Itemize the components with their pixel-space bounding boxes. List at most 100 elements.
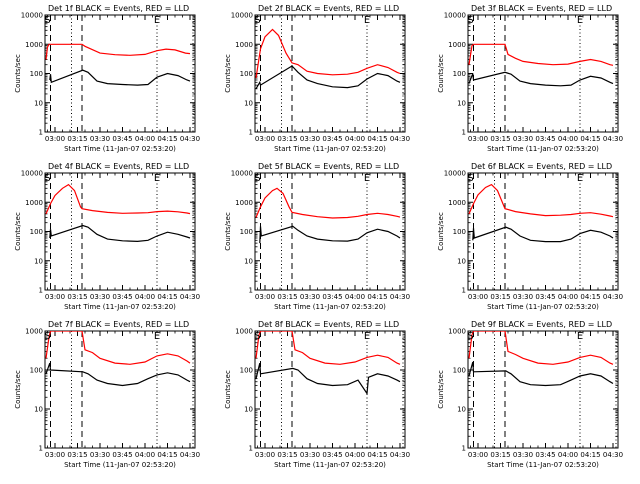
x-tick-label: 04:15: [367, 451, 387, 459]
y-tick-label: 1: [39, 129, 43, 137]
y-tick-label: 100: [240, 367, 253, 375]
x-tick-label: 03:45: [535, 451, 555, 459]
y-tick-label: 10000: [444, 12, 466, 20]
y-tick-label: 10: [34, 99, 43, 107]
x-tick-label: 04:15: [157, 293, 177, 301]
marker-end-label: E: [577, 15, 583, 26]
x-tick-label: 04:00: [135, 135, 155, 143]
detector-panel-8: Det 8f BLACK = Events, RED = LLD 1 10 100 10…: [224, 320, 410, 469]
y-tick-label: 1000: [235, 199, 253, 207]
y-tick-label: 1000: [25, 199, 43, 207]
series-lld-line: [255, 28, 401, 79]
x-tick-label: 03:15: [277, 451, 297, 459]
series-events-line: [255, 362, 401, 396]
series-events-line: [49, 69, 191, 86]
marker-end-label: E: [364, 331, 370, 342]
marker-end-label: E: [364, 15, 370, 26]
x-tick-label: 04:30: [180, 135, 200, 143]
x-tick-label: 03:45: [322, 135, 342, 143]
x-tick-label: 03:45: [535, 293, 555, 301]
x-axis-label: Start Time (11-Jan-07 02:53:20): [274, 461, 386, 469]
x-tick-label: 03:15: [277, 135, 297, 143]
x-tick-label: 03:00: [45, 293, 65, 301]
x-tick-label: 03:15: [490, 451, 510, 459]
y-axis-label: Counts/sec: [437, 370, 445, 409]
marker-end-label: E: [364, 173, 370, 184]
x-tick-label: 04:30: [603, 451, 623, 459]
x-tick-label: 04:00: [135, 451, 155, 459]
y-tick-label: 1: [249, 129, 253, 137]
x-tick-label: 03:45: [112, 451, 132, 459]
x-tick-label: 03:30: [90, 451, 110, 459]
y-tick-label: 100: [453, 70, 466, 78]
x-tick-label: 04:30: [390, 293, 410, 301]
x-tick-label: 04:00: [558, 293, 578, 301]
x-tick-label: 03:30: [300, 293, 320, 301]
y-tick-label: 10: [34, 257, 43, 265]
x-tick-label: 04:30: [390, 135, 410, 143]
series-lld-line: [45, 183, 191, 215]
panel-title: Det 8f BLACK = Events, RED = LLD: [258, 320, 399, 329]
y-axis-label: Counts/sec: [224, 370, 232, 409]
y-axis-label: Counts/sec: [437, 212, 445, 251]
y-tick-label: 1000: [448, 199, 466, 207]
x-tick-label: 03:30: [513, 135, 533, 143]
y-tick-label: 1: [39, 445, 43, 453]
y-tick-label: 1: [39, 287, 43, 295]
x-tick-label: 04:15: [580, 135, 600, 143]
x-tick-label: 03:00: [255, 293, 275, 301]
y-tick-label: 100: [240, 228, 253, 236]
detector-panel-6: Det 6f BLACK = Events, RED = LLD 1 10 100 10…: [437, 162, 623, 311]
x-tick-label: 03:00: [468, 135, 488, 143]
series-events-line: [468, 361, 614, 387]
panel-title: Det 5f BLACK = Events, RED = LLD: [258, 162, 399, 171]
y-tick-label: 100: [240, 70, 253, 78]
x-tick-label: 04:30: [603, 293, 623, 301]
series-events-line: [472, 226, 614, 243]
detector-panel-9: Det 9f BLACK = Events, RED = LLD 1 10 100 10…: [437, 320, 623, 469]
series-lld-line: [468, 43, 614, 66]
x-tick-label: 04:00: [345, 451, 365, 459]
panel-title: Det 9f BLACK = Events, RED = LLD: [471, 320, 612, 329]
x-tick-label: 04:00: [345, 135, 365, 143]
y-tick-label: 100: [30, 70, 43, 78]
y-tick-label: 1: [462, 445, 466, 453]
marker-end-label: E: [577, 173, 583, 184]
x-axis-label: Start Time (11-Jan-07 02:53:20): [64, 145, 176, 153]
marker-start-label: S: [467, 15, 473, 26]
series-lld-line: [45, 43, 191, 60]
x-tick-label: 03:15: [67, 293, 87, 301]
x-tick-label: 03:15: [277, 293, 297, 301]
x-tick-label: 03:00: [255, 135, 275, 143]
panel-title: Det 4f BLACK = Events, RED = LLD: [48, 162, 189, 171]
x-tick-label: 03:15: [67, 135, 87, 143]
x-axis-label: Start Time (11-Jan-07 02:53:20): [487, 145, 599, 153]
x-tick-label: 03:30: [300, 135, 320, 143]
x-tick-label: 04:15: [580, 293, 600, 301]
x-tick-label: 03:00: [45, 135, 65, 143]
y-axis-label: Counts/sec: [437, 54, 445, 93]
x-tick-label: 04:30: [180, 293, 200, 301]
x-tick-label: 03:45: [535, 135, 555, 143]
marker-start-label: S: [254, 173, 260, 184]
series-events-line: [255, 65, 401, 90]
x-tick-label: 04:15: [580, 451, 600, 459]
y-tick-label: 10000: [231, 170, 253, 178]
y-axis-label: Counts/sec: [224, 54, 232, 93]
x-tick-label: 04:30: [603, 135, 623, 143]
y-tick-label: 10: [244, 257, 253, 265]
detector-panel-1: Det 1f BLACK = Events, RED = LLD 1 10 100 10…: [14, 4, 200, 153]
y-tick-label: 10: [457, 257, 466, 265]
x-tick-label: 03:45: [112, 293, 132, 301]
axes-frame: [467, 14, 619, 133]
x-tick-label: 04:15: [157, 451, 177, 459]
panel-title: Det 3f BLACK = Events, RED = LLD: [471, 4, 612, 13]
y-tick-label: 10: [34, 406, 43, 414]
x-tick-label: 04:15: [367, 293, 387, 301]
panel-title: Det 1f BLACK = Events, RED = LLD: [48, 4, 189, 13]
y-tick-label: 10000: [231, 12, 253, 20]
marker-end-label: E: [577, 331, 583, 342]
y-tick-label: 100: [453, 228, 466, 236]
series-lld-line: [468, 183, 614, 218]
